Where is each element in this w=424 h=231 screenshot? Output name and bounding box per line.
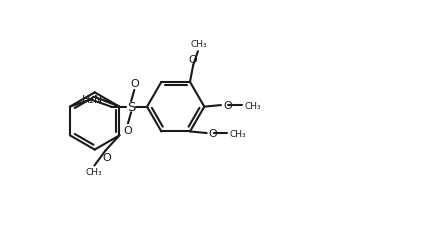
Text: O: O [189,55,198,65]
Text: O: O [130,79,139,89]
Text: CH₃: CH₃ [244,101,261,110]
Text: CH₃: CH₃ [85,167,102,176]
Text: O: O [123,125,132,135]
Text: CH₃: CH₃ [190,40,207,49]
Text: O: O [102,152,111,162]
Text: O: O [209,129,218,139]
Text: S: S [127,101,135,114]
Text: H₂N: H₂N [81,95,103,105]
Text: CH₃: CH₃ [230,129,246,138]
Text: O: O [223,100,232,110]
